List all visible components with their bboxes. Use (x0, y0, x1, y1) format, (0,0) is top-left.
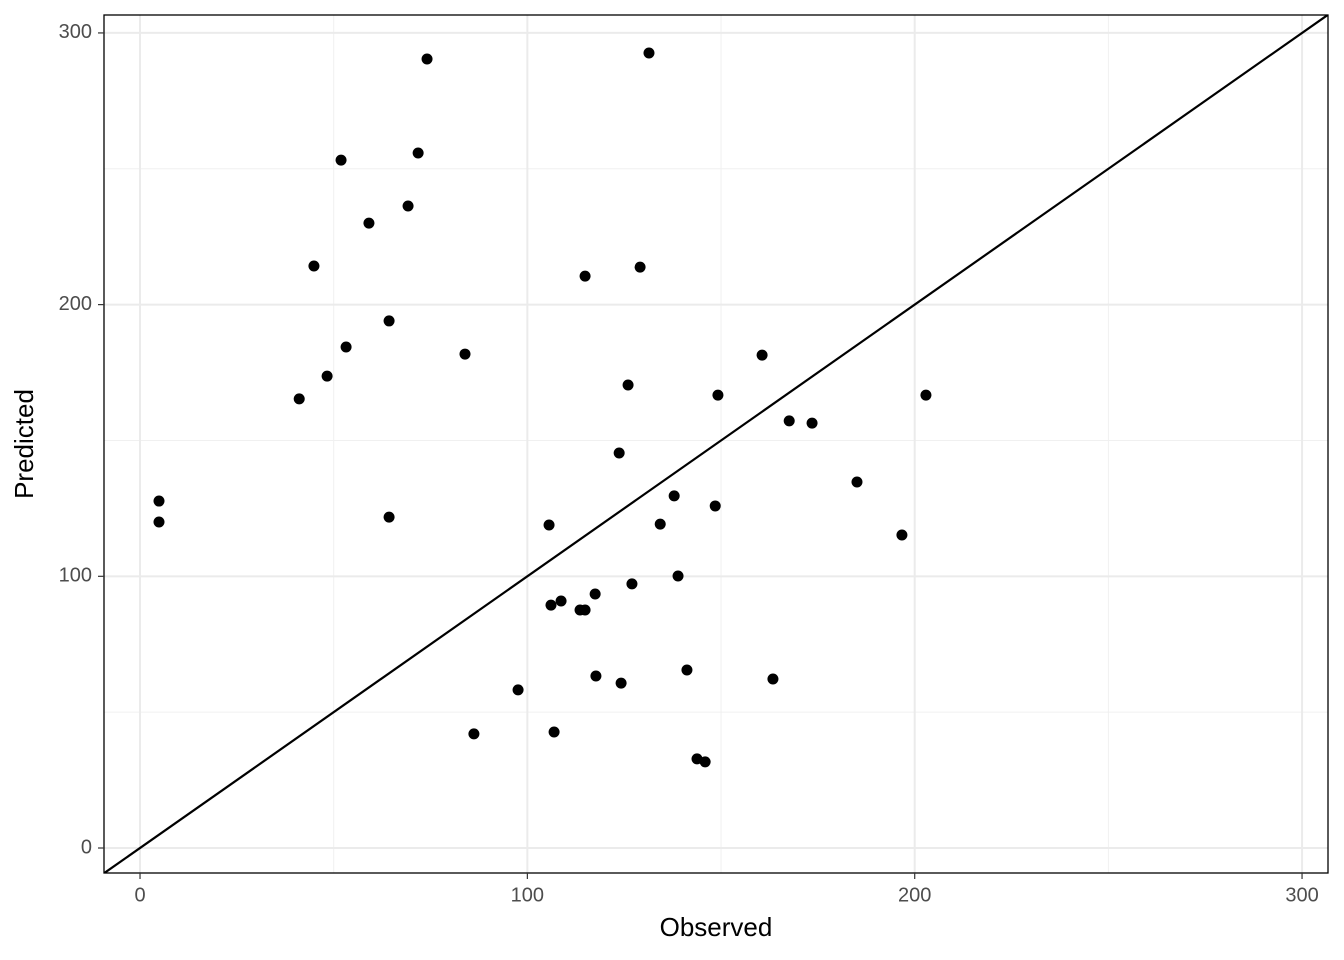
point (512, 684, 524, 696)
point (412, 147, 424, 159)
y-tick-label: 0 (81, 836, 92, 858)
point (783, 415, 795, 427)
point (363, 217, 375, 229)
point (699, 756, 711, 768)
point (293, 393, 305, 405)
x-tick-label: 100 (511, 884, 544, 906)
point (153, 516, 165, 528)
point (468, 728, 480, 740)
point (615, 677, 627, 689)
point (308, 260, 320, 272)
x-tick-label: 0 (134, 884, 145, 906)
point (634, 261, 646, 273)
point (851, 476, 863, 488)
point (579, 270, 591, 282)
point (545, 599, 557, 611)
y-tick-label: 100 (59, 565, 92, 587)
point (459, 348, 471, 360)
point (626, 578, 638, 590)
point (920, 389, 932, 401)
point (421, 53, 433, 65)
point (335, 154, 347, 166)
point (712, 389, 724, 401)
x-tick-label: 200 (898, 884, 931, 906)
point (672, 570, 684, 582)
point (613, 447, 625, 459)
point (321, 370, 333, 382)
point (383, 315, 395, 327)
point (579, 604, 591, 616)
y-axis-title: Predicted (9, 389, 39, 499)
point (543, 519, 555, 531)
point (590, 670, 602, 682)
y-tick-label: 200 (59, 293, 92, 315)
point (709, 500, 721, 512)
point (756, 349, 768, 361)
point (383, 511, 395, 523)
x-axis-title: Observed (660, 912, 773, 942)
point (643, 47, 655, 59)
point (340, 341, 352, 353)
plot-border (103, 14, 1329, 874)
y-tick-label: 300 (59, 21, 92, 43)
point (767, 673, 779, 685)
point (668, 490, 680, 502)
point (548, 726, 560, 738)
point (555, 595, 567, 607)
point (153, 495, 165, 507)
point (806, 417, 818, 429)
point (896, 529, 908, 541)
point (589, 588, 601, 600)
reference-line (104, 15, 1328, 873)
point (622, 379, 634, 391)
point (654, 518, 666, 530)
x-tick-label: 300 (1285, 884, 1318, 906)
point (402, 200, 414, 212)
point (681, 664, 693, 676)
